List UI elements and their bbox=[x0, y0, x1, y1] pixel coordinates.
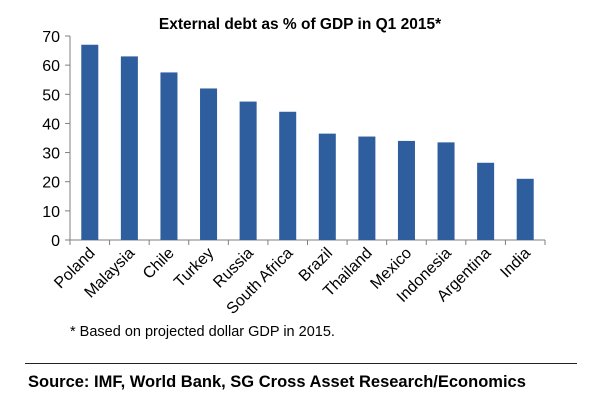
x-tick-label: Turkey bbox=[171, 245, 217, 291]
bar-malaysia bbox=[120, 56, 138, 241]
bar-chart: External debt as % of GDP in Q1 2015* 0 1… bbox=[42, 16, 546, 318]
chart-title: External debt as % of GDP in Q1 2015* bbox=[159, 16, 442, 33]
bar-thailand bbox=[358, 136, 376, 240]
y-tick-label: 40 bbox=[42, 116, 60, 133]
y-axis: 0 10 20 30 40 50 60 70 bbox=[42, 29, 71, 250]
source-note: Source: IMF, World Bank, SG Cross Asset … bbox=[28, 373, 526, 391]
y-tick-label: 20 bbox=[42, 175, 60, 192]
bar-chile bbox=[160, 72, 178, 240]
y-tick-label: 60 bbox=[42, 58, 60, 75]
bar-poland bbox=[81, 44, 99, 240]
y-tick-label: 50 bbox=[42, 87, 60, 104]
x-axis bbox=[69, 239, 546, 245]
bar-south-africa bbox=[279, 111, 297, 241]
bar-turkey bbox=[200, 88, 218, 240]
y-tick-label: 10 bbox=[42, 204, 60, 221]
bar-russia bbox=[239, 101, 257, 240]
bar-brazil bbox=[318, 133, 336, 240]
y-tick-label: 30 bbox=[42, 146, 60, 163]
chart-canvas: External debt as % of GDP in Q1 2015* 0 1… bbox=[42, 16, 546, 318]
footnote: * Based on projected dollar GDP in 2015. bbox=[70, 324, 335, 340]
bar-series bbox=[81, 44, 534, 241]
bar-india bbox=[516, 178, 534, 240]
bar-argentina bbox=[477, 162, 495, 240]
y-tick-label: 0 bbox=[51, 233, 60, 250]
bar-indonesia bbox=[437, 142, 455, 240]
divider bbox=[25, 363, 577, 364]
y-tick-label: 70 bbox=[42, 29, 60, 46]
bar-mexico bbox=[397, 140, 415, 240]
x-tick-label: India bbox=[497, 245, 534, 282]
